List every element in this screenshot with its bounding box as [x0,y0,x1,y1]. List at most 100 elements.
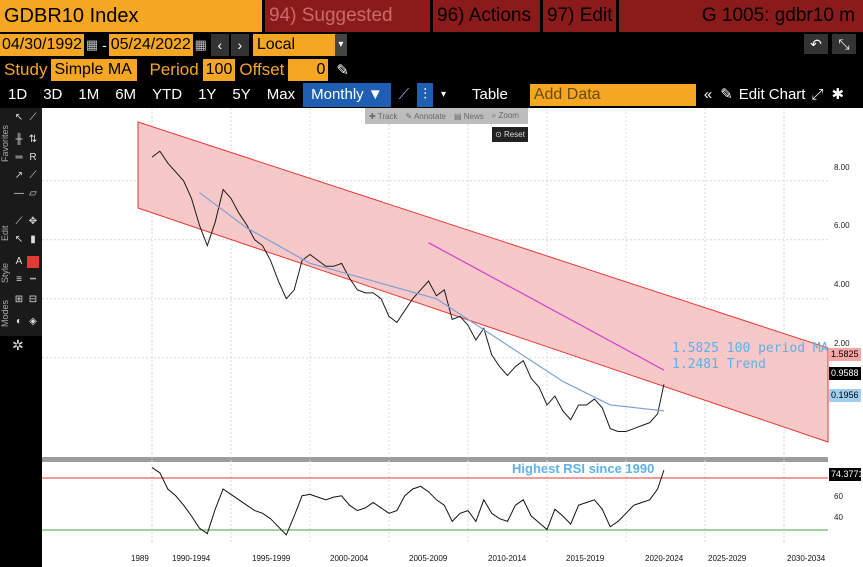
pencil-icon[interactable]: ✎ [336,62,349,79]
track-tool[interactable]: ✚ Track [369,111,398,121]
header-bar: GDBR10 Index 94) Suggested Charts 96) Ac… [0,0,863,58]
rsi-value-tag: 74.3771 [829,468,863,481]
text-tool-icon[interactable]: R [29,152,37,163]
trend-icon[interactable]: ⟋ [29,170,37,181]
actions-menu[interactable]: 96) Actions ▾ [433,0,540,58]
period-1y[interactable]: 1Y [198,86,217,103]
minus-icon[interactable]: — [14,188,24,199]
next-period-button[interactable]: › [230,34,249,56]
reset-label: Reset [504,130,525,139]
study-bar: Study Simple MA ▾ Period 100 Offset 0 ✎ [0,58,863,82]
bar-chart-icon[interactable]: ⫶ [417,83,433,107]
panel-divider[interactable] [42,457,828,462]
ma-price-tag: 1.5825 [829,348,861,361]
collapse-icon[interactable]: « [703,86,713,103]
legend-ma: 1.5825 100 period MA [672,341,829,356]
zoom-tool[interactable]: ⌕ Zoom [491,111,519,120]
chevron-down-icon[interactable]: ▾ [334,34,347,56]
tab-modes[interactable]: Modes [0,299,10,327]
offset-input[interactable]: 0 [288,59,329,81]
prev-period-button[interactable]: ‹ [210,34,229,56]
draw-icon[interactable]: ⟋ [15,216,23,227]
period-max[interactable]: Max [266,86,296,103]
text-style-icon[interactable]: A [15,256,23,267]
study-select[interactable]: Simple MA [51,59,138,81]
rsi-series[interactable] [151,466,665,536]
chevron-down-icon[interactable]: ▾ [137,62,146,79]
trend-channel[interactable] [137,121,829,443]
study-label: Study [4,60,48,79]
scale-icon[interactable]: ⤢ [811,86,824,103]
cursor-icon[interactable]: ↖ [14,112,24,123]
suggested-charts-menu[interactable]: 94) Suggested Charts [265,0,430,58]
x-tick-label: 2010-2014 [488,554,527,563]
add-data-input[interactable]: Add Data [529,84,696,106]
palette-icon[interactable]: ◈ [29,316,37,327]
period-input[interactable]: 100 [202,59,236,81]
rsi-annotation: Highest RSI since 1990 [512,461,655,476]
chart-id: G 1005: gdbr10 m [619,0,863,32]
move-icon[interactable]: ✥ [28,216,38,227]
undo-icon[interactable]: ↶ [804,34,828,54]
magnet-icon[interactable]: ◐ [15,316,23,327]
x-tick-label: 2015-2019 [566,554,605,563]
period-1m[interactable]: 1M [78,86,100,103]
edit-menu[interactable]: 97) Edit ▾ [543,0,616,58]
x-tick-label: 2030-2034 [787,554,826,563]
annotate-tool[interactable]: ✎ Annotate [405,111,446,121]
drawing-toolbox: Favorites Edit Style Modes ↖ ⟋ ╫ ⇅ ═ R ↗… [0,108,42,336]
zoom-mode-icon[interactable]: ⊞ [14,294,24,305]
settings-gear-icon[interactable]: ✲ [12,337,24,353]
hline-icon[interactable]: ═ [15,152,23,163]
grid-mode-icon[interactable]: ⊟ [28,294,38,305]
line-tool-icon[interactable]: ⟋ [29,112,37,123]
period-6m[interactable]: 6M [115,86,137,103]
price-panel-bg [42,108,828,457]
gear-icon[interactable]: ✱ [831,86,845,103]
zoom-out-icon[interactable]: ⤡ [832,34,856,54]
fib-icon[interactable]: ╫ [15,134,23,145]
pointer-icon[interactable]: ↖ [14,234,24,245]
color-swatch-icon[interactable] [27,256,39,268]
tab-style[interactable]: Style [0,263,10,284]
last-price-tag: 0.9588 [829,367,861,380]
x-tick-label: 1995-1999 [252,554,291,563]
chevron-down-icon[interactable]: ▾ [440,89,446,100]
end-date-field[interactable]: 05/24/2022 [108,34,193,56]
period-ytd[interactable]: YTD [152,86,183,103]
tab-edit[interactable]: Edit [0,225,10,241]
calendar-icon[interactable]: ▦ [85,37,99,52]
track-label: Track [377,111,398,121]
start-date-field[interactable]: 04/30/1992 [0,34,85,56]
trash-icon[interactable]: ▮ [30,234,36,245]
ray-icon[interactable]: ↗ [14,170,24,181]
x-tick-label: 2025-2029 [708,554,747,563]
y-tick-label: 8.00 [834,163,850,172]
edit-chart-button[interactable]: Edit Chart [738,86,806,103]
tab-favorites[interactable]: Favorites [0,124,10,162]
upper-trend-line[interactable] [428,242,665,371]
arrows-icon[interactable]: ⇅ [28,134,38,145]
period-1d[interactable]: 1D [8,86,28,103]
x-tick-label: 2005-2009 [409,554,448,563]
table-button[interactable]: Table [471,86,508,103]
security-title[interactable]: GDBR10 Index [0,0,262,32]
reset-button[interactable]: ⊙ Reset [492,127,528,142]
news-label: News [463,111,484,121]
currency-select[interactable]: Local CCY [252,34,335,75]
line-style-icon[interactable]: ┅ [29,274,37,285]
calendar-icon[interactable]: ▦ [194,37,207,52]
frequency-select[interactable]: Monthly ▼ [303,83,391,107]
period-5y[interactable]: 5Y [232,86,251,103]
yield-series[interactable] [151,150,665,432]
line-chart-icon[interactable]: ⟋ [398,86,410,103]
moving-average-line[interactable] [199,192,664,412]
line-weight-icon[interactable]: ≡ [16,274,22,285]
rsi-tick-label: 60 [834,492,843,501]
channel-icon[interactable]: ▱ [29,188,37,199]
news-tool[interactable]: ▤ News [454,111,484,121]
x-tick-label: 2000-2004 [330,554,369,563]
annotate-label: Annotate [413,111,446,121]
pencil-icon[interactable]: ✎ [720,86,733,103]
period-3d[interactable]: 3D [43,86,63,103]
